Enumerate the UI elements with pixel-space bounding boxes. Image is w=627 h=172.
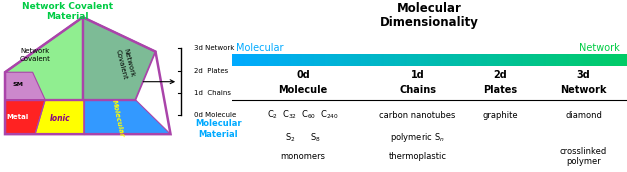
Text: graphite: graphite bbox=[483, 111, 519, 120]
Polygon shape bbox=[84, 100, 171, 134]
Text: Molecular: Molecular bbox=[111, 99, 125, 138]
Polygon shape bbox=[35, 100, 84, 134]
Text: polymeric S$_n$: polymeric S$_n$ bbox=[390, 131, 445, 144]
Text: 2d: 2d bbox=[493, 70, 507, 80]
Polygon shape bbox=[5, 17, 83, 100]
Text: 1d: 1d bbox=[411, 70, 424, 80]
Text: Chains: Chains bbox=[399, 85, 436, 95]
Text: C$_2$  C$_{32}$  C$_{60}$  C$_{240}$: C$_2$ C$_{32}$ C$_{60}$ C$_{240}$ bbox=[267, 109, 339, 121]
Polygon shape bbox=[5, 100, 45, 134]
Text: Plates: Plates bbox=[483, 85, 518, 95]
Polygon shape bbox=[5, 72, 45, 100]
Text: Network: Network bbox=[579, 43, 619, 53]
Text: 0d Molecule: 0d Molecule bbox=[194, 112, 236, 118]
Text: Network
Covalent: Network Covalent bbox=[115, 47, 135, 80]
Text: Molecular
Dimensionality: Molecular Dimensionality bbox=[380, 2, 479, 29]
Text: S$_2$      S$_8$: S$_2$ S$_8$ bbox=[285, 131, 321, 144]
Text: Network: Network bbox=[561, 85, 607, 95]
Text: Network Covalent
Material: Network Covalent Material bbox=[22, 2, 113, 21]
Text: thermoplastic: thermoplastic bbox=[389, 152, 446, 161]
Text: Ionic: Ionic bbox=[50, 114, 70, 123]
Text: Molecular: Molecular bbox=[236, 43, 283, 53]
Text: 3d: 3d bbox=[577, 70, 591, 80]
Text: SM: SM bbox=[12, 82, 23, 87]
Text: Network
Covalent: Network Covalent bbox=[19, 48, 51, 62]
Text: diamond: diamond bbox=[565, 111, 602, 120]
Text: crosslinked
polymer: crosslinked polymer bbox=[560, 147, 607, 166]
Polygon shape bbox=[83, 17, 155, 100]
Text: Metal: Metal bbox=[6, 114, 29, 120]
Text: Molecular
Material: Molecular Material bbox=[195, 119, 241, 139]
Text: carbon nanotubes: carbon nanotubes bbox=[379, 111, 456, 120]
Text: Molecule: Molecule bbox=[278, 85, 328, 95]
Text: 2d  Plates: 2d Plates bbox=[194, 68, 229, 73]
Text: 3d Network: 3d Network bbox=[194, 45, 234, 51]
Text: 1d  Chains: 1d Chains bbox=[194, 90, 231, 96]
Text: monomers: monomers bbox=[281, 152, 325, 161]
Text: 0d: 0d bbox=[296, 70, 310, 80]
